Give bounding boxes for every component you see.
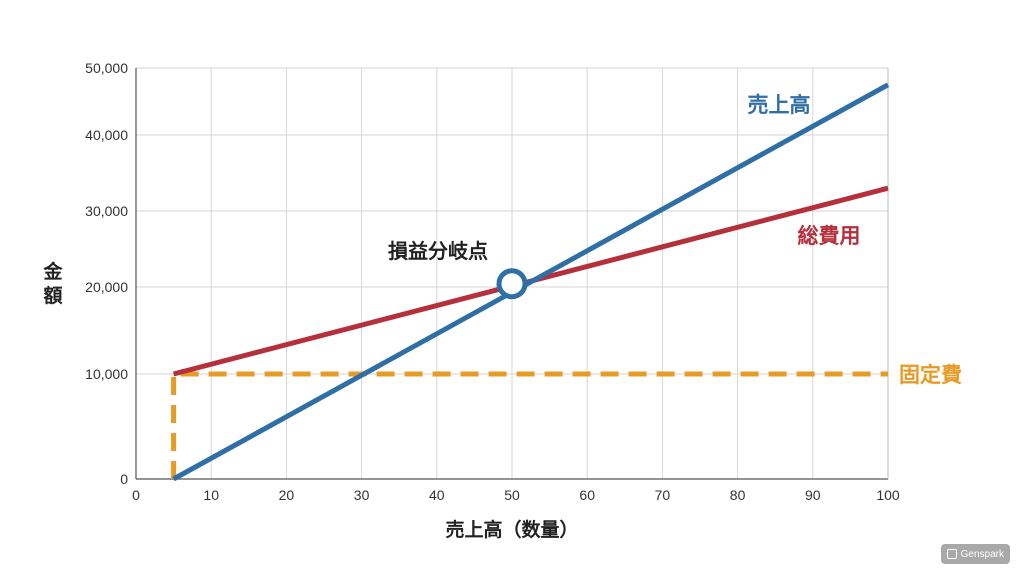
x-tick-label: 70	[655, 487, 671, 503]
annotation-label-0: 損益分岐点	[388, 239, 488, 263]
y-tick-label: 10,000	[85, 366, 128, 382]
x-tick-label: 30	[354, 487, 370, 503]
y-tick-label: 20,000	[85, 279, 128, 295]
x-tick-labels: 0 10 20 30 40 50 60 70 80 90 100	[132, 487, 900, 503]
series-line-2	[171, 371, 888, 479]
x-tick-label: 20	[279, 487, 295, 503]
break-even-marker	[496, 268, 528, 300]
y-tick-label: 40,000	[85, 127, 128, 143]
y-tick-label: 0	[120, 471, 128, 487]
x-tick-label: 50	[504, 487, 520, 503]
x-tick-label: 80	[730, 487, 746, 503]
genspark-logo-icon	[946, 549, 957, 559]
series-label-0: 売上高	[748, 93, 811, 117]
watermark-badge: Genspark	[940, 544, 1010, 564]
axes	[135, 68, 889, 480]
x-tick-label: 90	[805, 487, 821, 503]
series-line-0	[172, 82, 890, 482]
series-label-1: 総費用	[798, 224, 861, 248]
watermark-text: Genspark	[960, 548, 1004, 560]
y-tick-label: 50,000	[85, 60, 128, 76]
x-tick-label: 40	[429, 487, 445, 503]
x-tick-label: 100	[876, 487, 900, 503]
x-axis-title: 売上高（数量）	[445, 518, 578, 541]
y-axis-title: 金額	[42, 260, 63, 307]
series-label-2: 固定費	[899, 363, 962, 387]
annotations: 損益分岐点	[388, 239, 528, 300]
x-tick-label: 0	[132, 487, 140, 503]
y-axis-title-char: 額	[43, 284, 62, 307]
x-tick-label: 60	[579, 487, 595, 503]
y-tick-labels: 0 10,000 20,000 30,000 40,000 50,000	[85, 60, 128, 487]
y-tick-label: 30,000	[85, 203, 128, 219]
x-tick-label: 10	[203, 487, 219, 503]
series-lines	[171, 82, 890, 482]
y-axis-title-char: 金	[42, 260, 63, 283]
